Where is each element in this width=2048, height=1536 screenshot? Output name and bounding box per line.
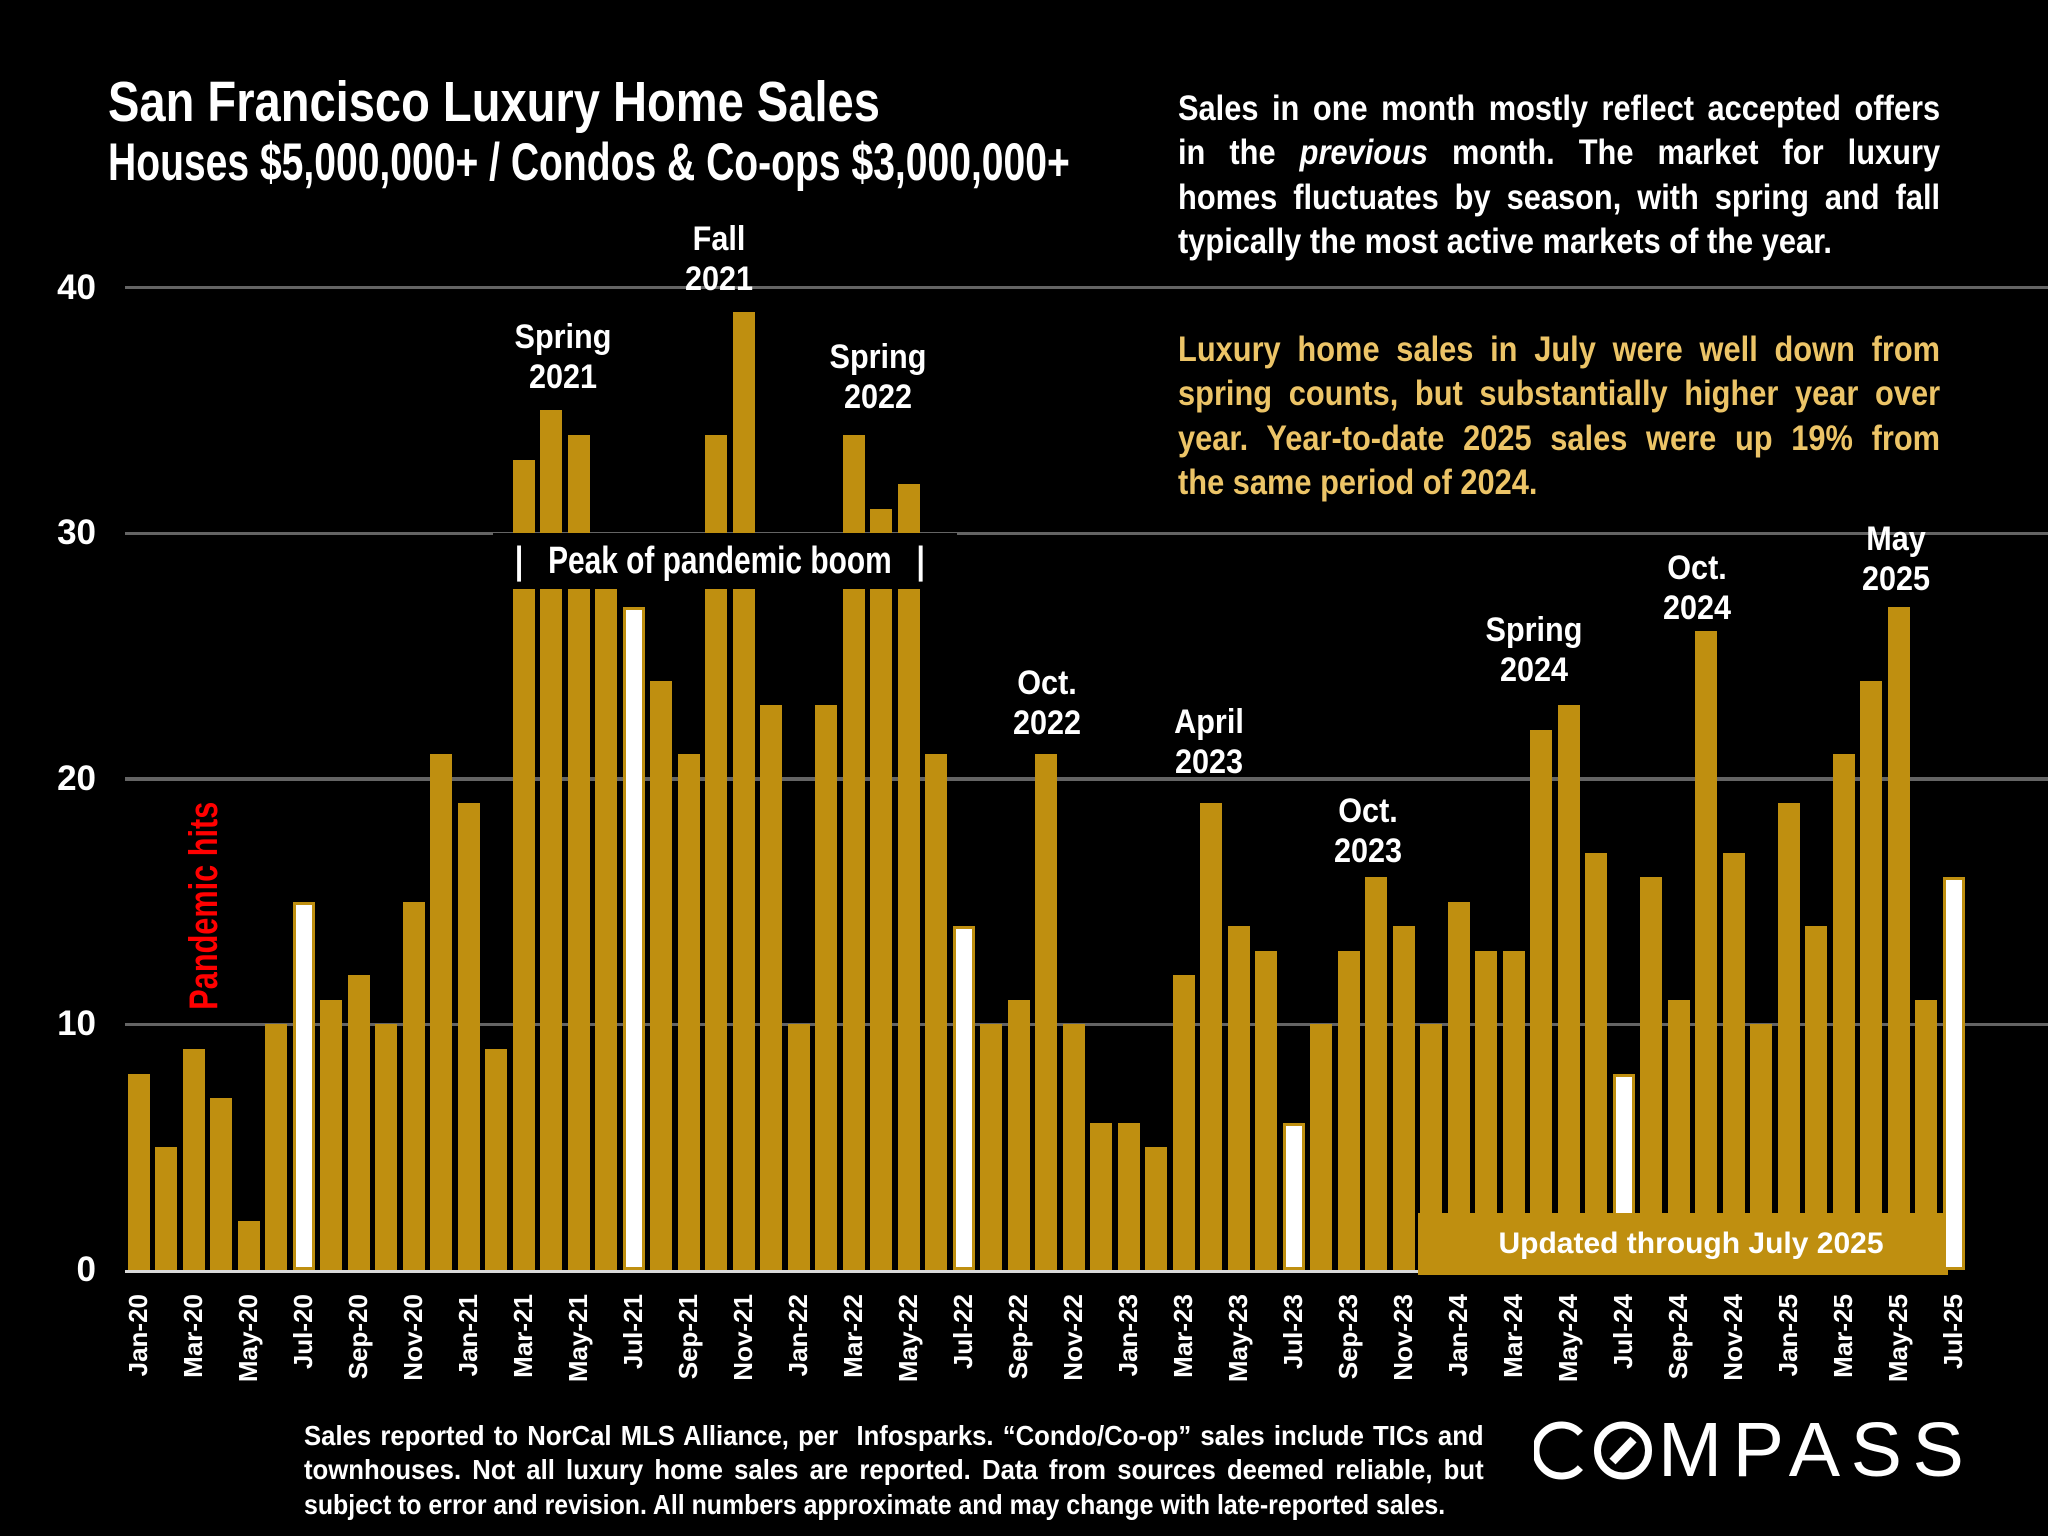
svg-text:MPASS: MPASS: [1658, 1414, 1974, 1493]
